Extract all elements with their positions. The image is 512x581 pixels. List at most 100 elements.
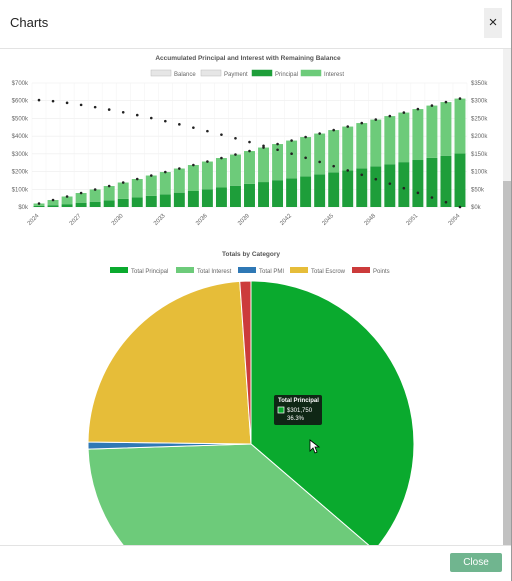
bar-interest xyxy=(258,147,270,183)
x-tick: 2039 xyxy=(237,213,251,227)
total-dot xyxy=(107,184,111,188)
pie-legend-label[interactable]: Total PMI xyxy=(259,269,284,275)
total-dot xyxy=(178,167,181,170)
bar-interest xyxy=(61,196,73,205)
total-dot xyxy=(65,195,69,198)
balance-dot xyxy=(304,156,307,160)
balance-dot xyxy=(346,169,350,172)
bar-interest xyxy=(201,161,213,190)
x-tick: 2048 xyxy=(364,213,378,227)
balance-dot xyxy=(37,98,41,102)
bar-principal xyxy=(159,194,171,207)
bar-principal xyxy=(89,201,101,207)
legend-label-principal[interactable]: Principal xyxy=(275,72,298,78)
bar-principal xyxy=(342,170,354,207)
x-tick: 2045 xyxy=(321,213,335,227)
tooltip-percent: 36.3% xyxy=(287,416,305,422)
balance-dot xyxy=(79,103,83,107)
x-tick: 2036 xyxy=(195,213,209,227)
pie-legend-swatch[interactable] xyxy=(290,267,308,273)
pie-chart-slices[interactable] xyxy=(87,280,415,545)
bar-principal xyxy=(356,168,368,207)
bar-principal xyxy=(229,185,241,207)
total-dot xyxy=(206,160,209,163)
pie-slice-total-interest[interactable] xyxy=(87,443,375,545)
pie-legend-label[interactable]: Total Escrow xyxy=(311,269,346,275)
pie-legend-swatch[interactable] xyxy=(110,267,128,273)
legend-swatch-principal[interactable] xyxy=(251,69,273,77)
balance-dot xyxy=(135,113,139,117)
total-dot xyxy=(304,135,307,139)
pie-legend-swatch[interactable] xyxy=(176,267,194,273)
total-dot xyxy=(444,100,448,104)
balance-dot xyxy=(220,133,223,136)
close-icon[interactable]: × xyxy=(484,8,502,38)
y-left-tick: $300k xyxy=(12,152,29,158)
bar-principal xyxy=(272,180,284,207)
balance-dot xyxy=(65,101,69,105)
legend-label-payment[interactable]: Payment xyxy=(224,72,248,78)
modal-scrollbar[interactable] xyxy=(503,49,511,545)
balance-dot xyxy=(93,105,97,109)
y-left-tick: $200k xyxy=(12,170,29,176)
balance-dot xyxy=(444,200,448,204)
legend-label-interest[interactable]: Interest xyxy=(324,72,344,78)
tooltip-bg xyxy=(274,395,322,425)
y-left-tick: $600k xyxy=(12,99,29,105)
mouse-cursor-icon xyxy=(309,439,321,454)
bar-principal xyxy=(215,187,227,207)
close-button[interactable]: Close xyxy=(450,553,502,572)
bar-interest xyxy=(370,119,382,167)
legend-swatch-interest[interactable] xyxy=(300,69,322,77)
pie-slice-points[interactable] xyxy=(239,280,252,445)
bar-interest xyxy=(426,105,438,158)
bar-principal xyxy=(314,174,326,207)
bar-principal xyxy=(384,164,396,207)
legend-swatch-payment[interactable] xyxy=(200,69,222,77)
y-right-tick: $100k xyxy=(471,170,488,176)
bar-principal xyxy=(286,178,298,207)
total-dot xyxy=(93,188,97,191)
balance-dot xyxy=(192,126,195,129)
pie-legend-swatch[interactable] xyxy=(238,267,256,273)
x-tick: 2042 xyxy=(279,213,293,227)
x-tick: 2051 xyxy=(406,213,420,227)
balance-dot xyxy=(388,182,392,185)
bar-interest xyxy=(356,123,368,169)
scrollbar-thumb[interactable] xyxy=(503,181,511,545)
balance-dot xyxy=(51,99,55,103)
bar-chart-legend[interactable]: Balance Payment Principal Interest xyxy=(150,69,344,78)
bar-principal xyxy=(412,160,424,207)
bar-interest xyxy=(215,158,227,188)
total-dot xyxy=(388,114,392,118)
bar-interest xyxy=(229,154,241,186)
bar-interest xyxy=(47,200,59,206)
balance-dot xyxy=(290,152,293,156)
bar-interest xyxy=(398,112,410,163)
balance-dot xyxy=(374,177,378,181)
total-dot xyxy=(164,170,167,174)
bar-interest xyxy=(145,175,157,196)
pie-legend-label[interactable]: Total Principal xyxy=(131,269,168,275)
bar-interest xyxy=(328,130,340,173)
bar-principal xyxy=(426,157,438,207)
bar-chart-balance-dots xyxy=(37,97,462,209)
legend-label-balance[interactable]: Balance xyxy=(174,72,196,78)
pie-legend-label[interactable]: Total Interest xyxy=(197,269,232,275)
bar-interest xyxy=(103,186,115,201)
legend-swatch-balance[interactable] xyxy=(150,69,172,77)
modal-body[interactable]: Accumulated Principal and Interest with … xyxy=(0,49,503,545)
pie-legend-label[interactable]: Points xyxy=(373,269,390,275)
x-tick: 2030 xyxy=(111,213,125,227)
y-left-tick: $400k xyxy=(12,134,29,140)
total-dot xyxy=(332,128,335,132)
bar-chart-bars xyxy=(33,98,466,207)
pie-legend-swatch[interactable] xyxy=(352,267,370,273)
bar-principal xyxy=(454,153,466,207)
bar-principal xyxy=(173,192,185,207)
balance-dot xyxy=(430,196,434,199)
pie-slice-total-escrow[interactable] xyxy=(87,280,252,445)
bar-interest xyxy=(159,172,171,195)
pie-chart-legend[interactable]: Total Principal Total Interest Total PMI To… xyxy=(110,267,390,275)
pie-chart-title: Totals by Category xyxy=(222,251,280,258)
